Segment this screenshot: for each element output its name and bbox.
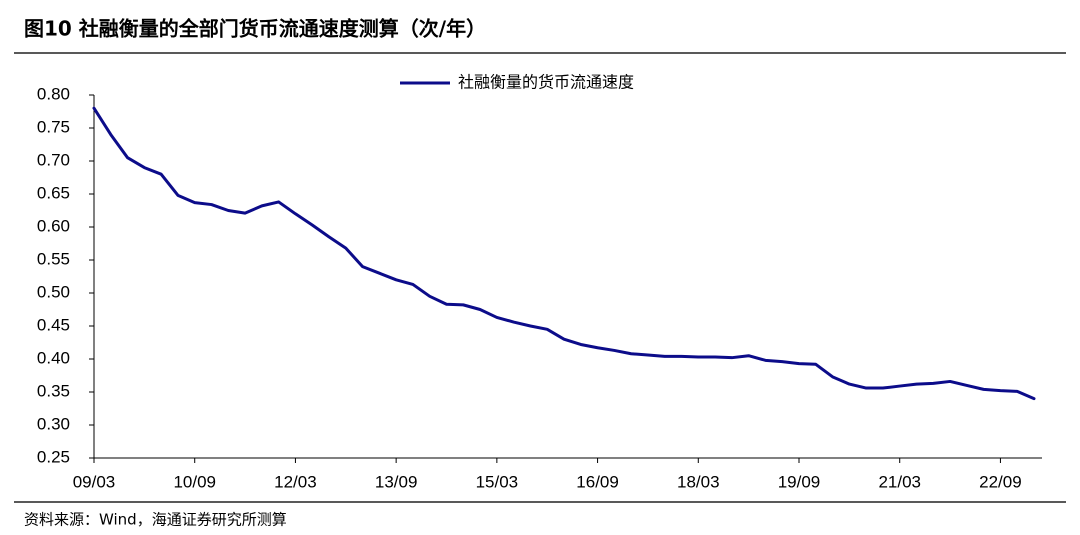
x-tick-label: 10/09 [173,472,216,491]
y-tick-label: 0.35 [37,381,70,400]
x-tick-label: 15/03 [476,472,519,491]
y-tick-label: 0.60 [37,216,70,235]
x-tick-label: 18/03 [677,472,720,491]
x-tick-label: 22/09 [979,472,1022,491]
y-tick-label: 0.40 [37,348,70,367]
x-tick-label: 19/09 [778,472,821,491]
y-tick-label: 0.30 [37,414,70,433]
y-tick-label: 0.80 [37,84,70,103]
x-tick-label: 12/03 [274,472,317,491]
y-tick-label: 0.50 [37,282,70,301]
legend-label: 社融衡量的货币流通速度 [458,73,634,92]
y-tick-label: 0.70 [37,150,70,169]
y-tick-label: 0.45 [37,315,70,334]
series-line [92,106,1036,401]
y-tick-label: 0.55 [37,249,70,268]
x-tick-label: 09/03 [73,472,116,491]
x-tick-label: 16/09 [576,472,619,491]
chart-title: 图10 社融衡量的全部门货币流通速度测算（次/年） [24,17,486,41]
y-tick-label: 0.65 [37,183,70,202]
x-tick-label: 13/09 [375,472,418,491]
source: 资料来源：Wind，海通证券研究所测算 [24,511,287,529]
y-tick-label: 0.25 [37,447,70,466]
x-tick-label: 21/03 [878,472,921,491]
y-tick-label: 0.75 [37,117,70,136]
